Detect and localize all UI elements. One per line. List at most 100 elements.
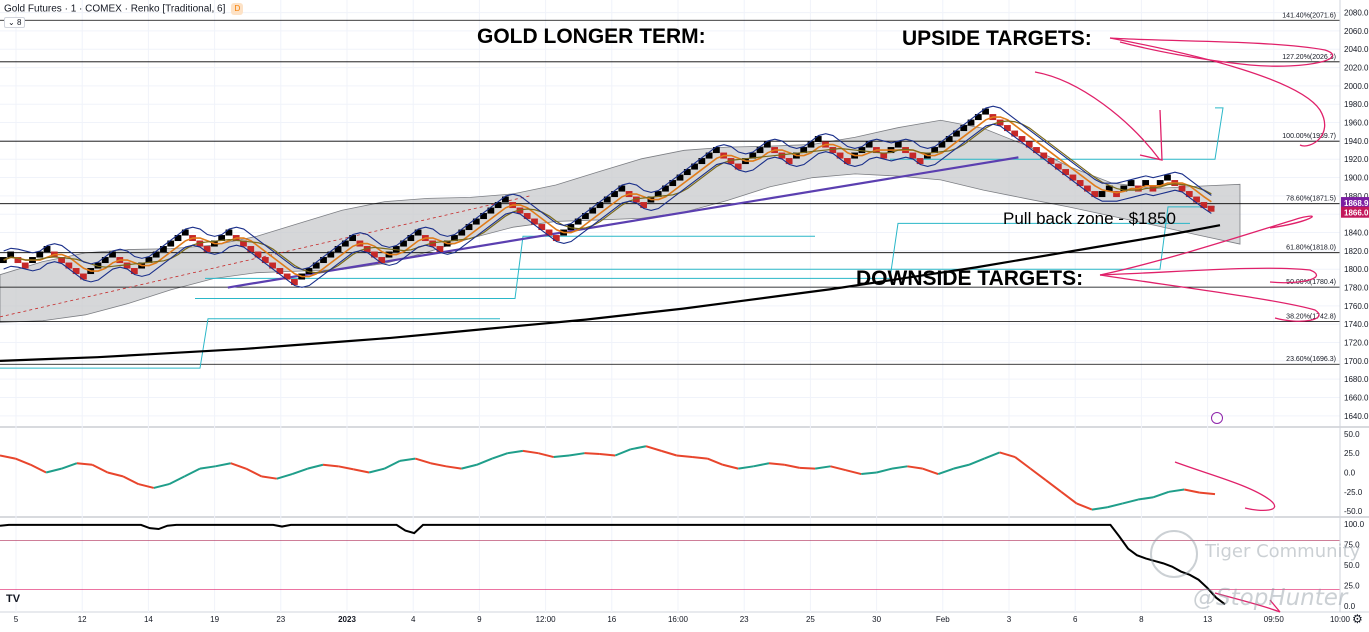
osc-segment xyxy=(445,465,462,470)
renko-brick xyxy=(414,229,422,236)
price-axis[interactable]: 1640.0 1660.0 1680.0 1700.0 1720.0 1740.0 1760… xyxy=(1339,0,1369,612)
osc-segment xyxy=(276,473,293,480)
renko-brick xyxy=(1120,185,1128,192)
osc-segment xyxy=(1199,491,1216,496)
renko-brick xyxy=(960,125,968,132)
osc-segment xyxy=(368,467,385,474)
y-tick-label: 1740.0 xyxy=(1344,320,1369,329)
time-axis[interactable]: 5 12 14 19 23 2023 4 9 12:00 16 16:00 23 25 30 Feb 3 6 8 1… xyxy=(14,615,1351,624)
channel-cyan xyxy=(195,235,815,300)
stoch-tick-label: 0.0 xyxy=(1344,602,1356,611)
fib-label: 61.80%(1818.0) xyxy=(1286,245,1336,252)
band-area xyxy=(0,119,1241,323)
osc-segment xyxy=(307,463,324,470)
osc-tick-label: 25.0 xyxy=(1344,449,1360,458)
renko-brick xyxy=(712,147,720,154)
symbol-header[interactable]: Gold Futures · 1 · COMEX · Renko [Tradit… xyxy=(4,3,244,15)
osc-segment xyxy=(722,463,739,470)
renko-brick xyxy=(167,240,175,247)
pink-scribble xyxy=(1034,71,1163,161)
osc-segment xyxy=(861,471,877,476)
renko-brick xyxy=(109,251,116,258)
fib-label: 141.40%(2071.6) xyxy=(1282,12,1336,19)
symbol-title: Gold Futures · 1 · COMEX · Renko [Tradit… xyxy=(4,3,226,15)
osc-segment xyxy=(768,462,785,466)
renko-brick xyxy=(843,158,851,165)
renko-brick xyxy=(487,207,495,214)
oscillator-pane: 50.0 25.0 0.0 -25.0 -50.0 xyxy=(0,430,1363,516)
pink-scribble xyxy=(1109,37,1326,147)
osc-segment xyxy=(845,469,862,476)
indicators-collapse-button[interactable]: ⌄ 8 xyxy=(4,17,26,28)
osc-segment xyxy=(1076,502,1093,511)
renko-brick xyxy=(727,158,735,165)
renko-brick xyxy=(247,246,255,253)
renko-brick xyxy=(0,257,7,264)
osc-tick-label: -25.0 xyxy=(1344,488,1363,497)
renko-brick xyxy=(1091,191,1099,198)
osc-tick-label: -50.0 xyxy=(1344,507,1363,516)
osc-segment xyxy=(937,467,954,475)
gear-icon[interactable]: ⚙ xyxy=(1352,612,1363,626)
osc-segment xyxy=(184,467,201,478)
osc-segment xyxy=(876,467,893,474)
renko-brick xyxy=(1193,196,1200,203)
renko-brick xyxy=(1018,136,1026,143)
osc-segment xyxy=(476,457,493,466)
osc-segment xyxy=(814,465,831,470)
renko-brick xyxy=(996,119,1004,126)
renko-brick xyxy=(1164,174,1171,181)
stoch-tick-label: 75.0 xyxy=(1344,541,1360,550)
x-tick-label: 8 xyxy=(1139,615,1144,624)
renko-brick xyxy=(305,268,313,275)
renko-brick xyxy=(1142,180,1150,187)
renko-brick xyxy=(1178,185,1186,192)
renko-brick xyxy=(909,152,917,159)
renko-brick xyxy=(945,136,953,143)
renko-brick xyxy=(1025,141,1033,148)
renko-brick xyxy=(494,202,502,209)
renko-brick xyxy=(582,213,589,220)
renko-brick xyxy=(458,229,466,236)
renko-brick xyxy=(531,218,538,225)
renko-brick xyxy=(938,141,946,148)
x-tick-label: 09:50 xyxy=(1264,615,1285,624)
osc-segment xyxy=(645,445,662,452)
pink-scribble xyxy=(1109,37,1333,67)
renko-brick xyxy=(691,163,698,170)
osc-tick-label: 0.0 xyxy=(1344,469,1356,478)
renko-brick xyxy=(698,158,706,165)
osc-segment xyxy=(45,467,62,474)
renko-brick xyxy=(130,268,138,275)
osc-segment xyxy=(691,456,708,460)
interval-badge[interactable]: D xyxy=(231,3,244,15)
moving-averages xyxy=(3,105,1212,288)
y-tick-label: 1820.0 xyxy=(1344,247,1369,256)
renko-brick xyxy=(763,141,771,148)
stoch-line xyxy=(0,523,1226,606)
renko-brick xyxy=(436,246,444,253)
y-tick-label: 2000.0 xyxy=(1344,82,1369,91)
y-tick-label: 2040.0 xyxy=(1344,45,1369,54)
y-tick-label: 1840.0 xyxy=(1344,229,1369,238)
tradingview-logo[interactable]: TV xyxy=(6,593,21,605)
renko-brick xyxy=(145,257,153,264)
osc-segment xyxy=(491,452,508,460)
renko-brick xyxy=(181,229,189,236)
renko-brick xyxy=(1105,185,1113,192)
renko-brick xyxy=(218,235,226,242)
osc-segment xyxy=(122,475,139,485)
renko-brick xyxy=(603,196,611,203)
osc-segment xyxy=(953,463,970,470)
renko-brick xyxy=(931,147,939,154)
renko-brick xyxy=(734,163,742,170)
x-tick-label: 9 xyxy=(477,615,482,624)
renko-brick xyxy=(618,185,626,192)
renko-brick xyxy=(80,273,87,280)
y-tick-label: 1640.0 xyxy=(1344,412,1369,421)
price-label-text: 1868.9 xyxy=(1344,199,1369,208)
y-tick-label: 1800.0 xyxy=(1344,265,1369,274)
price-label-text: 1866.0 xyxy=(1344,209,1369,218)
